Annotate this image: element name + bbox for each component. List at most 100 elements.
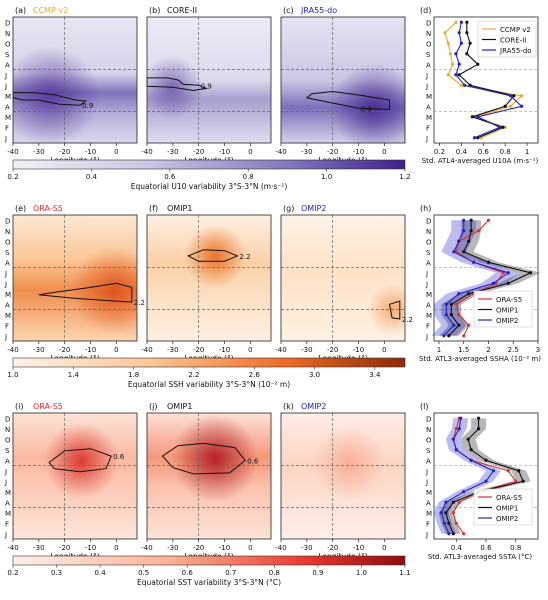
series-line-ORA-S5 <box>455 219 505 337</box>
month-tick-label: S <box>5 447 10 455</box>
colorbar-tick-label: 1.0 <box>321 173 332 181</box>
x-tick-label: 0.4 <box>456 148 468 156</box>
month-tick-label: F <box>426 124 430 132</box>
series-band-OMIP2 <box>431 220 521 336</box>
month-tick-label: D <box>5 19 10 27</box>
panel-title: ORA-S5 <box>33 204 63 213</box>
data-point <box>486 218 491 222</box>
contour-line <box>161 442 246 475</box>
month-tick-label: J <box>425 72 428 80</box>
x-tick-label: 0 <box>114 544 118 552</box>
contour-label: 0.9 <box>361 105 372 113</box>
map-panel-sst-2: (k)OMIP2-40-30-20-100Longitude (°) <box>275 402 406 561</box>
month-tick-label: O <box>426 238 432 246</box>
data-point <box>457 292 461 296</box>
data-point <box>457 313 461 317</box>
map-panel-ssh-1: 2.2(f)OMIP1-40-30-20-100Longitude (°) <box>141 204 272 363</box>
data-point <box>451 62 455 66</box>
series-line-OMIP1 <box>448 220 533 337</box>
colorbar-tick-label: 1.0 <box>356 569 367 577</box>
contour-line <box>38 282 133 303</box>
month-tick-label: J <box>425 280 428 288</box>
legend-label: CCMP v2 <box>500 26 531 34</box>
panel-title: OMIP2 <box>301 402 326 411</box>
panel-tag: (c) <box>283 6 294 15</box>
data-point <box>457 31 461 35</box>
data-point <box>462 218 466 222</box>
data-point <box>476 229 481 233</box>
series-line-JRA55-do <box>455 22 523 139</box>
colorbar-tick-label: 1.0 <box>7 371 18 379</box>
month-tick-label: A <box>426 103 431 111</box>
data-point <box>443 31 447 35</box>
contour-label: 2.2 <box>239 253 250 261</box>
data-point <box>472 136 477 140</box>
month-tick-label: A <box>5 499 10 507</box>
month-tick-label: J <box>4 468 7 476</box>
x-tick-label: -40 <box>275 544 286 552</box>
x-tick-label: -20 <box>327 544 338 552</box>
data-point <box>512 94 516 98</box>
data-point <box>444 500 448 504</box>
map-panel-ssh-2: 2.2(g)OMIP2-40-30-20-100Longitude (°) <box>275 204 413 363</box>
month-tick-label: J <box>425 468 428 476</box>
month-tick-label: N <box>426 30 431 38</box>
colorbar-tick-label: 1.1 <box>399 569 410 577</box>
month-tick-label: J <box>425 333 428 341</box>
month-tick-label: A <box>5 457 10 465</box>
contour-label: 2.2 <box>402 316 413 324</box>
legend-label: OMIP2 <box>496 317 518 325</box>
data-point <box>447 532 451 536</box>
data-point <box>519 104 524 108</box>
x-tick-label: -20 <box>193 148 204 156</box>
colorbar-tick-label: 2.2 <box>188 371 199 379</box>
data-point <box>465 31 469 35</box>
map-panel-sst-1: 0.6(j)OMIP1-40-30-20-100Longitude (°) <box>141 402 272 561</box>
map-hotspot <box>13 17 137 143</box>
data-point <box>454 52 458 56</box>
data-point <box>454 521 458 525</box>
month-tick-label: N <box>5 426 10 434</box>
month-tick-label: J <box>425 82 428 90</box>
data-point <box>476 62 480 66</box>
x-tick-label: 0.6 <box>478 148 490 156</box>
month-tick-label: A <box>5 61 10 69</box>
data-point <box>462 334 466 338</box>
data-point <box>439 511 444 515</box>
x-axis-label: Std. ATL3-averaged SSTA (°C) <box>428 553 533 561</box>
contour-line <box>388 300 401 320</box>
month-tick-label: J <box>425 531 428 539</box>
panel-tag: (h) <box>420 204 431 213</box>
data-point <box>469 458 473 462</box>
x-tick-label: -20 <box>59 148 70 156</box>
map-hotspot <box>147 413 271 539</box>
figure-content: 0.9(a)CCMP v2JFMAMJJASOND-40-30-20-100Lo… <box>4 6 541 587</box>
map-hotspot <box>13 215 137 341</box>
x-tick-label: -30 <box>167 346 178 354</box>
data-point <box>457 427 461 431</box>
series-line-OMIP1 <box>445 418 524 535</box>
colorbar-tick-label: 0.2 <box>7 569 18 577</box>
data-point <box>519 94 524 98</box>
x-tick-label: -30 <box>301 346 312 354</box>
data-point <box>486 260 491 264</box>
month-tick-label: S <box>426 51 431 59</box>
colorbar-tick-label: 1.4 <box>68 371 80 379</box>
legend-box <box>477 20 537 58</box>
month-tick-label: S <box>5 249 10 257</box>
x-tick-label: -20 <box>327 148 338 156</box>
map-panel-u10-0: 0.9(a)CCMP v2JFMAMJJASOND-40-30-20-100Lo… <box>4 6 138 165</box>
x-tick-label: -20 <box>59 544 70 552</box>
data-point <box>491 281 496 285</box>
data-point <box>457 62 461 66</box>
data-point <box>457 500 461 504</box>
colorbar-tick-label: 3.0 <box>309 371 320 379</box>
panel-tag: (b) <box>149 6 160 15</box>
month-tick-label: O <box>426 40 432 48</box>
data-point <box>463 83 467 87</box>
x-axis-label: Std. ATL4-averaged U10A (m·s⁻¹) <box>422 157 539 165</box>
contour-line <box>187 249 239 262</box>
x-tick-label: -10 <box>85 148 96 156</box>
legend-label: CORE-II <box>500 37 526 45</box>
colorbar-label: Equatorial U10 variability 3°S-3°N (m·s⁻… <box>131 182 288 191</box>
